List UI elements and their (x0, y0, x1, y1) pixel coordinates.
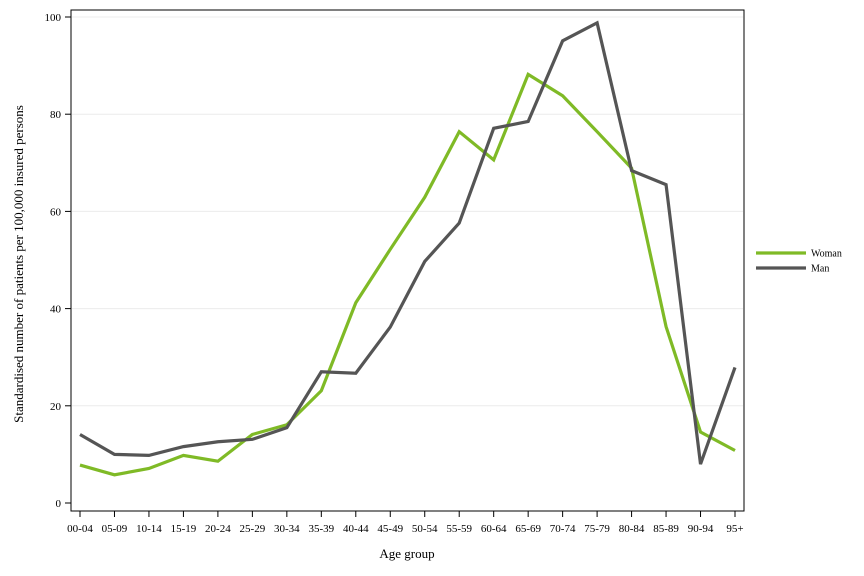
y-axis: 0 20 40 60 80 100 (45, 12, 71, 510)
legend-label-man: Man (811, 264, 829, 275)
y-tick-label: 60 (50, 206, 62, 218)
x-tick-label: 50-54 (412, 523, 438, 535)
x-tick-label: 80-84 (619, 523, 645, 535)
x-tick-label: 90-94 (688, 523, 714, 535)
x-tick-label: 00-04 (67, 523, 93, 535)
series-line-man (79, 20, 737, 465)
x-tick-label: 20-24 (205, 523, 231, 535)
x-tick-label: 45-49 (377, 523, 403, 535)
x-tick-label: 70-74 (550, 523, 576, 535)
y-tick-label: 40 (50, 304, 62, 316)
gridlines (72, 16, 743, 407)
y-axis-title: Standardised number of patients per 100,… (11, 105, 26, 423)
y-tick-label: 20 (50, 401, 62, 413)
x-tick-label: 15-19 (171, 523, 197, 535)
x-tick-label: 30-34 (274, 523, 300, 535)
x-tick-label: 55-59 (446, 523, 472, 535)
x-tick-label: 95+ (726, 523, 743, 535)
x-tick-label: 25-29 (240, 523, 266, 535)
x-tick-label: 10-14 (136, 523, 162, 535)
x-tick-label: 60-64 (481, 523, 507, 535)
x-tick-label: 35-39 (308, 523, 334, 535)
y-tick-label: 80 (50, 109, 62, 121)
y-tick-label: 0 (56, 498, 62, 510)
x-axis: 00-04 05-09 10-14 15-19 20-24 25-29 30-34 35-39… (67, 511, 744, 535)
x-tick-label: 75-79 (584, 523, 610, 535)
legend-label-woman: Woman (811, 249, 842, 260)
x-tick-label: 05-09 (102, 523, 128, 535)
x-tick-label: 85-89 (653, 523, 679, 535)
x-tick-label: 65-69 (515, 523, 541, 535)
series-lines (79, 20, 737, 477)
legend: Woman Man (756, 249, 842, 275)
x-tick-label: 40-44 (343, 523, 369, 535)
series-line-woman (79, 71, 736, 477)
x-axis-title: Age group (379, 546, 434, 561)
plot-area (70, 9, 745, 512)
y-tick-label: 100 (45, 12, 62, 24)
